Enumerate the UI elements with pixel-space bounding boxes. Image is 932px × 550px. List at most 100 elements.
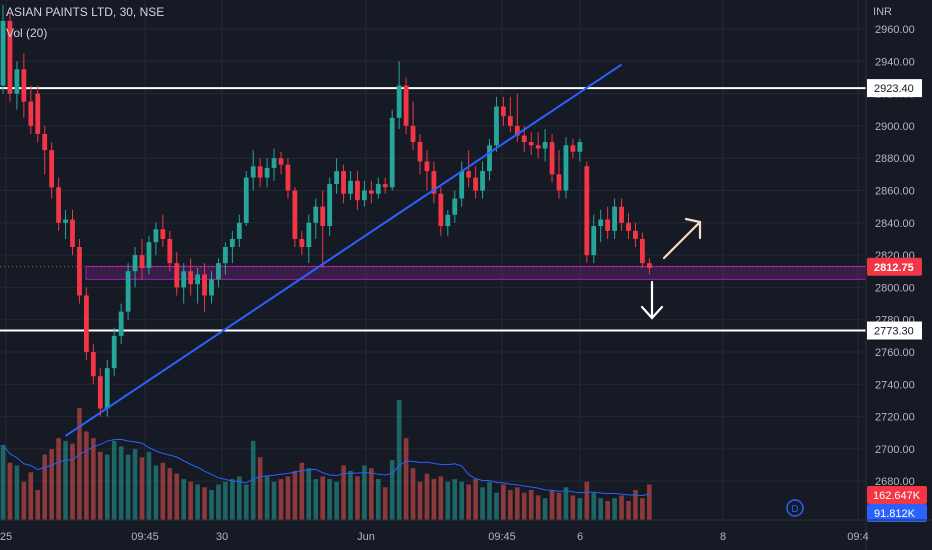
volume-bar xyxy=(382,487,388,520)
volume-bar xyxy=(501,484,506,520)
down-arrow-annotation[interactable] xyxy=(640,280,664,320)
candle-body xyxy=(35,93,41,134)
candle-body xyxy=(42,133,48,151)
volume-bar xyxy=(250,440,256,520)
candle-body xyxy=(473,177,478,191)
candle-body xyxy=(181,271,187,288)
volume-bar xyxy=(633,490,638,520)
volume-current-badge xyxy=(867,486,927,504)
volume-bar xyxy=(591,492,597,520)
volume-bar xyxy=(70,443,75,520)
candle-body xyxy=(28,101,34,126)
candle-body xyxy=(452,198,458,215)
candle-body xyxy=(278,158,284,165)
candle-body xyxy=(646,263,652,269)
volume-bar xyxy=(292,470,298,520)
volume-bar xyxy=(535,495,541,520)
volume-bar xyxy=(84,431,89,520)
candle-body xyxy=(257,166,263,178)
candle-body xyxy=(410,125,416,143)
volume-bar xyxy=(376,479,381,520)
candle-body xyxy=(626,222,631,231)
candle-body xyxy=(501,106,506,117)
candle-body xyxy=(535,145,541,149)
volume-ma-badge xyxy=(867,504,927,522)
volume-bar xyxy=(91,438,96,520)
volume-bar xyxy=(417,481,423,520)
volume-bar xyxy=(195,484,200,520)
volume-bar xyxy=(626,500,631,520)
candle-body xyxy=(188,271,194,285)
candle-body xyxy=(417,142,423,162)
level-price-badge xyxy=(867,79,922,98)
volume-bar xyxy=(257,457,263,520)
volume-bar xyxy=(160,462,166,520)
volume-bar xyxy=(35,490,41,520)
candle-body xyxy=(299,238,305,248)
candle-body xyxy=(431,171,437,194)
candle-body xyxy=(7,20,13,94)
volume-bar xyxy=(285,476,291,520)
dividend-event-icon[interactable] xyxy=(786,499,804,517)
volume-bar xyxy=(125,454,131,520)
candle-body xyxy=(21,69,27,102)
volume-bar xyxy=(264,476,270,520)
volume-bar xyxy=(521,492,527,520)
volume-bar xyxy=(647,484,652,520)
volume-bar xyxy=(77,408,82,520)
candle-body xyxy=(480,171,485,191)
volume-bar xyxy=(174,473,180,520)
volume-bar xyxy=(299,462,305,520)
volume-bar xyxy=(341,465,346,520)
candle-body xyxy=(403,85,409,126)
last-price-badge xyxy=(867,257,922,276)
volume-bar xyxy=(369,468,374,520)
volume-ma-label: 91.812K xyxy=(874,508,916,520)
volume-bar xyxy=(98,451,103,520)
candle-body xyxy=(528,142,534,146)
candle-body xyxy=(375,184,381,194)
candle-body xyxy=(348,180,353,194)
volume-bar xyxy=(403,438,409,520)
volume-bar xyxy=(452,479,458,520)
price-tick-label: 2740.00 xyxy=(875,379,915,391)
symbol-title: ASIAN PAINTS LTD, 30, NSE xyxy=(6,5,165,19)
candle-body xyxy=(570,145,576,152)
candle-body xyxy=(49,150,55,188)
volume-bar xyxy=(362,465,367,520)
price-tick-label: 2800.00 xyxy=(875,282,915,294)
volume-bar xyxy=(320,476,325,520)
volume-bar xyxy=(355,476,360,520)
volume-bar xyxy=(431,479,437,520)
volume-bar xyxy=(605,500,610,520)
trendline[interactable] xyxy=(64,63,623,437)
up-arrow-annotation[interactable] xyxy=(662,217,702,260)
candle-body xyxy=(223,247,228,264)
price-tick-label: 2940.00 xyxy=(875,56,915,68)
candle-body xyxy=(0,20,6,86)
candle-body xyxy=(396,85,402,118)
volume-bar xyxy=(271,481,277,520)
currency-label: INR xyxy=(873,6,892,18)
volume-bar xyxy=(473,479,478,520)
level-price-label: 2923.40 xyxy=(874,83,914,95)
volume-bar xyxy=(598,498,603,520)
volume-bar xyxy=(14,465,20,520)
candle-body xyxy=(494,106,499,146)
volume-indicator-label[interactable]: Vol (20) xyxy=(6,26,48,40)
candle-body xyxy=(216,263,221,280)
volume-bar xyxy=(424,473,430,520)
candle-body xyxy=(362,190,367,201)
candle-body xyxy=(132,255,138,272)
candle-body xyxy=(549,142,555,175)
volume-bar xyxy=(132,449,138,520)
price-tick-label: 2880.00 xyxy=(875,153,915,165)
volume-bar xyxy=(7,462,13,520)
candle-body xyxy=(160,229,166,239)
volume-bar xyxy=(153,465,159,520)
candle-body xyxy=(355,180,360,201)
volume-bar xyxy=(216,484,221,520)
candle-body xyxy=(202,274,207,296)
